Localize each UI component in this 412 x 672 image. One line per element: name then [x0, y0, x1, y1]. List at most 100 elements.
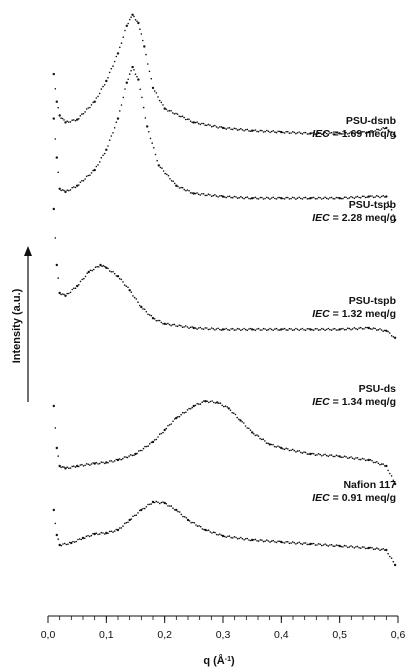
trace-dot: [135, 73, 137, 75]
trace-dot: [74, 541, 76, 543]
data-point: [59, 188, 61, 190]
x-axis: 0,0 0,1 0,2 0,3 0,4 0,5 0,6q (Å-1): [41, 616, 406, 667]
trace-dot: [213, 328, 215, 330]
trace-dot: [331, 544, 333, 546]
trace-dot: [81, 539, 83, 541]
trace-dot: [318, 453, 320, 455]
trace-dot: [284, 328, 286, 330]
data-point: [117, 275, 119, 277]
data-point: [56, 101, 58, 103]
x-tick-label: 0,1: [99, 629, 114, 641]
trace-dot: [86, 108, 88, 110]
trace-dot: [109, 531, 111, 533]
trace-dot: [109, 270, 111, 272]
trace-dot: [125, 456, 127, 458]
trace-dot: [332, 328, 334, 330]
trace-dot: [97, 164, 99, 166]
trace-dot: [136, 76, 138, 78]
trace-dot: [134, 297, 136, 299]
trace-dot: [154, 318, 156, 320]
trace-dot: [149, 504, 151, 506]
data-point: [105, 149, 107, 151]
trace-dot: [186, 517, 188, 519]
trace-dot: [243, 130, 245, 132]
trace-dot: [73, 288, 75, 290]
trace-dot: [141, 33, 143, 35]
data-point: [280, 131, 282, 133]
trace-dot: [156, 320, 158, 322]
data-point: [309, 197, 311, 199]
trace-dot: [303, 132, 305, 134]
trace-dot: [80, 464, 82, 466]
trace-dot: [182, 516, 184, 518]
trace-dot: [185, 325, 187, 327]
trace-dot: [146, 311, 148, 313]
data-point: [193, 327, 195, 329]
trace-dot: [135, 19, 137, 21]
trace-dot: [329, 197, 331, 199]
trace-dot: [112, 461, 114, 463]
trace-dot: [258, 540, 260, 542]
trace-dot: [163, 170, 165, 172]
trace-dot: [382, 195, 384, 197]
trace-dot: [324, 197, 326, 199]
data-point: [394, 337, 396, 339]
trace-dot: [221, 405, 223, 407]
trace-dot: [136, 20, 138, 22]
trace-dot: [234, 536, 236, 538]
trace-dot: [290, 132, 292, 134]
trace-dot: [84, 178, 86, 180]
trace-dot: [255, 539, 257, 541]
trace-dot: [350, 545, 352, 547]
data-point: [131, 66, 133, 68]
trace-dot: [190, 327, 192, 329]
data-point: [280, 328, 282, 330]
trace-dot: [102, 86, 104, 88]
data-point: [53, 73, 55, 75]
trace-dot: [307, 328, 309, 330]
trace-dot: [183, 117, 185, 119]
trace-dot: [381, 196, 383, 198]
trace-dot: [172, 181, 174, 183]
data-point: [204, 400, 206, 402]
trace-dot: [232, 129, 234, 131]
trace-dot: [114, 273, 116, 275]
trace-dot: [75, 187, 77, 189]
data-point: [164, 323, 166, 325]
data-point: [53, 405, 55, 407]
trace-dot: [382, 548, 384, 550]
trace-dot: [130, 16, 132, 18]
trace-dot: [136, 514, 138, 516]
trace-dot: [119, 278, 121, 280]
trace-dot: [234, 196, 236, 198]
trace-dot: [210, 401, 212, 403]
trace-dot: [282, 132, 284, 134]
trace-dot: [284, 542, 286, 544]
trace-dot: [269, 198, 271, 200]
trace-dot: [154, 502, 156, 504]
trace-dot: [169, 324, 171, 326]
trace-dot: [378, 548, 380, 550]
trace-dot: [90, 270, 92, 272]
trace-dot: [261, 130, 263, 132]
trace-dot: [209, 194, 211, 196]
trace-dot: [347, 458, 349, 460]
trace-dot: [357, 196, 359, 198]
trace-dot: [214, 532, 216, 534]
data-point: [152, 317, 154, 319]
trace-dot: [253, 433, 255, 435]
trace-dot: [276, 328, 278, 330]
trace-dot: [99, 533, 101, 535]
series-2: [53, 66, 397, 221]
trace-dot: [81, 464, 83, 466]
trace-dot: [89, 107, 91, 109]
trace-dot: [229, 195, 231, 197]
trace-dot: [145, 117, 147, 119]
trace-dot: [161, 102, 163, 104]
trace-dot: [131, 291, 133, 293]
trace-dot: [370, 195, 372, 197]
trace-dot: [151, 315, 153, 317]
trace-dot: [363, 328, 365, 330]
trace-dot: [315, 198, 317, 200]
trace-dot: [382, 330, 384, 332]
